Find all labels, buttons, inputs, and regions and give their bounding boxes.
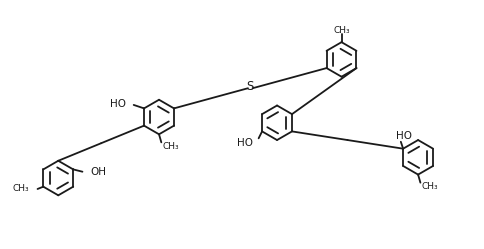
- Text: CH₃: CH₃: [333, 26, 349, 35]
- Text: HO: HO: [395, 131, 411, 141]
- Text: CH₃: CH₃: [162, 142, 179, 151]
- Text: HO: HO: [109, 99, 125, 109]
- Text: OH: OH: [91, 167, 106, 177]
- Text: HO: HO: [236, 138, 252, 148]
- Text: CH₃: CH₃: [421, 182, 437, 191]
- Text: S: S: [246, 80, 254, 93]
- Text: CH₃: CH₃: [13, 185, 30, 193]
